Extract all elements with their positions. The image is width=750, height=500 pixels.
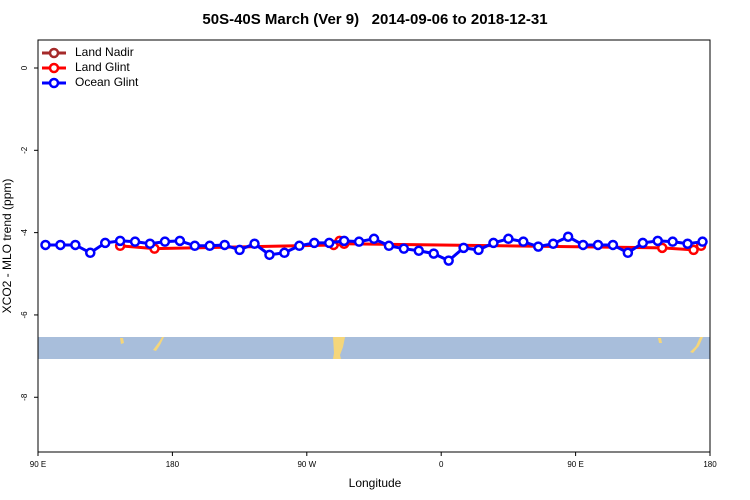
data-point — [488, 237, 499, 249]
data-point — [458, 242, 469, 254]
y-tick-label: -4 — [20, 229, 29, 237]
data-point — [443, 255, 454, 266]
legend-label: Land Nadir — [75, 45, 134, 59]
data-point — [70, 239, 81, 251]
x-tick-label: 90 E — [567, 460, 583, 469]
data-point — [368, 233, 380, 245]
data-point — [473, 244, 484, 256]
x-tick-label: 180 — [703, 460, 717, 469]
x-tick-label: 180 — [166, 460, 180, 469]
legend-marker — [48, 62, 60, 74]
x-tick-label: 90 E — [30, 460, 46, 469]
data-point — [428, 248, 439, 259]
data-point — [518, 236, 529, 247]
map-strip — [38, 337, 710, 359]
data-point — [547, 238, 559, 249]
y-tick-label: -2 — [20, 146, 29, 154]
data-point — [353, 236, 365, 247]
data-point — [309, 237, 320, 249]
data-point — [398, 243, 410, 254]
data-point — [533, 241, 544, 252]
data-point — [323, 237, 335, 249]
data-point — [189, 240, 201, 252]
data-point — [55, 239, 66, 251]
data-point — [85, 247, 96, 259]
chart-title: 50S-40S March (Ver 9) 2014-09-06 to 2018… — [202, 11, 547, 28]
data-point — [577, 239, 589, 251]
data-point — [562, 231, 574, 242]
y-axis-label: XCO2 - MLO trend (ppm) — [0, 179, 14, 314]
data-point — [652, 235, 663, 247]
y-tick-label: 0 — [20, 65, 29, 70]
data-point — [204, 240, 215, 252]
x-tick-label: 0 — [439, 460, 444, 469]
data-point — [219, 239, 230, 251]
data-point — [637, 237, 649, 249]
data-point — [682, 238, 693, 249]
legend-label: Land Glint — [75, 60, 130, 74]
data-point — [667, 236, 678, 247]
data-point — [264, 249, 275, 261]
data-point — [159, 236, 171, 247]
data-point — [383, 240, 395, 252]
data-point — [129, 236, 141, 247]
legend-marker — [48, 77, 60, 89]
data-point — [592, 239, 604, 251]
data-point — [607, 239, 619, 251]
data-point — [338, 235, 350, 247]
data-point — [144, 238, 156, 249]
data-point — [234, 244, 245, 256]
data-point — [294, 240, 305, 252]
data-point — [697, 236, 708, 247]
plot-frame — [37, 39, 711, 453]
data-point — [503, 233, 514, 245]
data-point — [40, 239, 51, 251]
data-point — [656, 242, 668, 254]
y-tick-label: -6 — [20, 311, 29, 319]
data-point — [622, 247, 634, 259]
legend-label: Ocean Glint — [75, 75, 139, 89]
data-point — [413, 245, 425, 256]
x-axis-label: Longitude — [349, 476, 402, 490]
data-point — [174, 235, 186, 247]
x-tick-label: 90 W — [297, 460, 316, 469]
data-point — [114, 235, 126, 247]
data-point — [688, 244, 699, 256]
y-tick-label: -8 — [20, 393, 29, 401]
data-point — [249, 238, 260, 249]
legend-marker — [48, 47, 60, 59]
data-point — [279, 247, 290, 259]
data-point — [99, 237, 111, 249]
